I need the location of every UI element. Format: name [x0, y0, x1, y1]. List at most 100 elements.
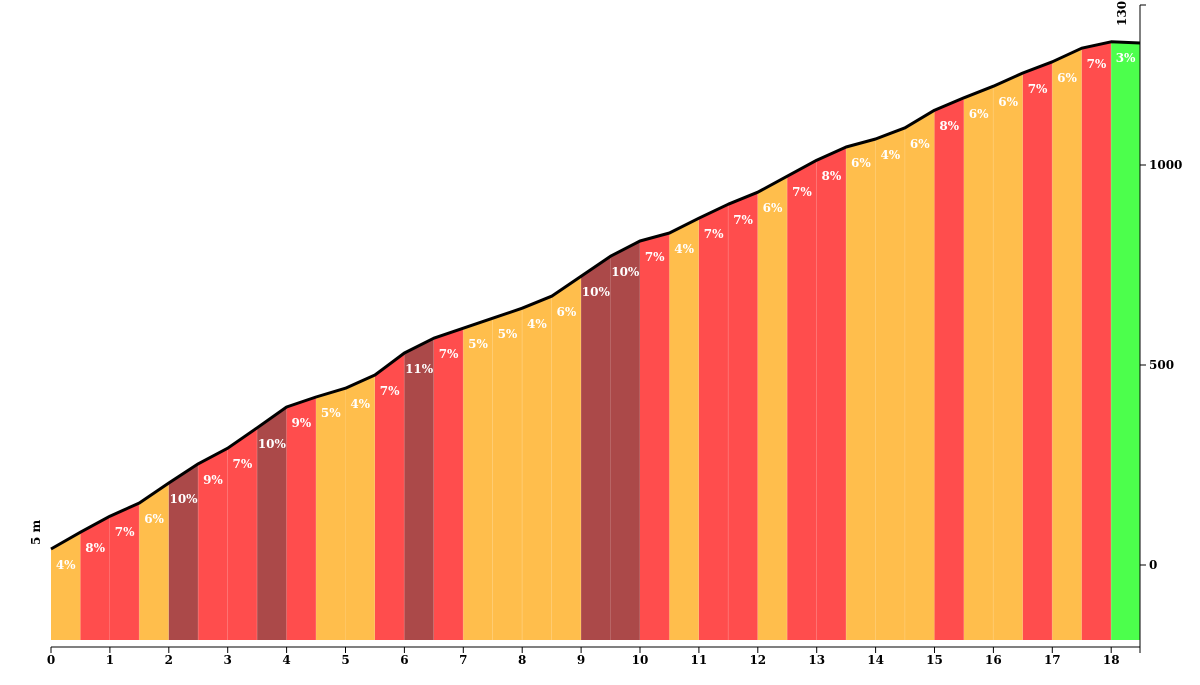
x-tick-label: 4	[282, 653, 290, 667]
grade-segment-25	[787, 160, 817, 640]
grade-label: 5%	[468, 337, 488, 351]
x-tick-label: 5	[341, 653, 349, 667]
grade-segment-8	[286, 397, 317, 640]
grade-label: 4%	[880, 148, 900, 162]
x-axis: 0 1 2 3 4 5 6 7 8 9 10 11 12 13 14 15 16 17 18	[47, 646, 1141, 667]
grade-segment-7	[257, 407, 287, 640]
grade-segment-32	[993, 73, 1023, 640]
end-elevation-label: 1301	[1115, 0, 1129, 26]
grade-label: 11%	[405, 362, 434, 376]
x-tick-label: 16	[985, 653, 1002, 667]
grade-label: 6%	[1057, 71, 1077, 85]
grade-label: 7%	[115, 525, 135, 539]
grade-segment-4	[168, 463, 199, 640]
grade-label: 7%	[233, 457, 253, 471]
grade-segment-33	[1022, 61, 1053, 641]
grade-segment-10	[345, 375, 375, 640]
x-tick-label: 0	[47, 653, 55, 667]
x-tick-label: 11	[691, 653, 708, 667]
grade-segment-21	[669, 218, 699, 640]
grade-segment-35	[1081, 41, 1112, 641]
grade-segment-3	[139, 483, 169, 640]
grade-label: 6%	[763, 201, 783, 215]
grade-segment-14	[463, 318, 493, 640]
grade-segment-5	[198, 448, 228, 640]
grade-segment-11	[374, 353, 405, 640]
grade-segment-20	[640, 233, 670, 640]
grade-segment-30	[934, 97, 964, 641]
grade-label: 4%	[350, 397, 370, 411]
grade-label: 6%	[851, 156, 871, 170]
x-tick-label: 10	[632, 653, 649, 667]
x-tick-label: 18	[1103, 653, 1120, 667]
grade-segment-18	[581, 256, 611, 640]
grade-segment-19	[610, 241, 640, 640]
grade-segments	[51, 41, 1141, 641]
x-tick-label: 13	[808, 653, 825, 667]
start-elevation-label: 5 m	[29, 519, 43, 545]
x-tick-label: 2	[165, 653, 173, 667]
grade-segment-9	[316, 388, 346, 640]
elevation-profile-line	[50, 40, 1141, 551]
grade-segment-12	[404, 338, 434, 640]
grade-label: 7%	[792, 185, 812, 199]
x-tick-label: 1	[106, 653, 114, 667]
grade-label: 8%	[822, 169, 842, 183]
grade-label: 4%	[56, 558, 76, 572]
grade-label: 9%	[203, 473, 223, 487]
grade-label: 9%	[291, 416, 311, 430]
grade-segment-16	[522, 296, 552, 640]
grade-label: 7%	[1028, 82, 1048, 96]
grade-segment-26	[816, 147, 847, 640]
grade-label: 5%	[321, 406, 341, 420]
x-tick-label: 12	[749, 653, 766, 667]
grade-segment-27	[846, 139, 876, 640]
grade-segment-36	[1111, 41, 1140, 641]
grade-segment-15	[492, 308, 523, 640]
x-tick-label: 9	[577, 653, 585, 667]
grade-segment-0	[51, 532, 81, 640]
grade-label: 7%	[704, 227, 724, 241]
y-tick-label: 500	[1149, 358, 1174, 372]
grade-label: 4%	[527, 317, 547, 331]
grade-label: 3%	[1116, 51, 1136, 65]
grade-segment-22	[698, 204, 729, 640]
grade-segment-1	[80, 516, 110, 640]
grade-label: 10%	[611, 265, 640, 279]
grade-segment-28	[875, 127, 906, 641]
grade-label: 10%	[169, 492, 198, 506]
grade-label: 7%	[439, 347, 459, 361]
grade-segment-24	[757, 176, 788, 640]
grade-segment-23	[728, 192, 758, 640]
grade-segment-2	[109, 503, 140, 640]
grade-label: 4%	[674, 242, 694, 256]
y-tick-label: 0	[1149, 558, 1157, 572]
grade-label: 10%	[582, 285, 611, 299]
x-tick-label: 6	[400, 653, 408, 667]
grade-label: 6%	[969, 107, 989, 121]
grade-label: 8%	[85, 541, 105, 555]
y-axis: 0 500 1000	[1139, 4, 1182, 647]
grade-label: 10%	[258, 437, 287, 451]
grade-label: 7%	[733, 213, 753, 227]
grade-label: 7%	[1087, 57, 1107, 71]
x-tick-label: 14	[867, 653, 884, 667]
grade-segment-29	[905, 110, 935, 640]
grade-label: 7%	[380, 384, 400, 398]
x-tick-label: 17	[1044, 653, 1061, 667]
grade-segment-31	[963, 86, 994, 640]
grade-label: 8%	[939, 119, 959, 133]
x-tick-label: 7	[459, 653, 467, 667]
grade-label: 7%	[645, 250, 665, 264]
grade-label: 6%	[144, 512, 164, 526]
grade-labels: 4% 8% 7% 6% 10% 9% 7% 10% 9% 5% 4% 7% 11% 7% 5% 5% 4% 6% 1…	[56, 51, 1136, 572]
grade-segment-6	[227, 427, 258, 640]
grade-label: 6%	[556, 305, 576, 319]
grade-label: 5%	[498, 327, 518, 341]
grade-label: 6%	[910, 137, 930, 151]
grade-segment-13	[433, 328, 464, 640]
y-tick-label: 1000	[1149, 158, 1182, 172]
x-tick-label: 8	[518, 653, 526, 667]
grade-segment-17	[551, 276, 582, 640]
